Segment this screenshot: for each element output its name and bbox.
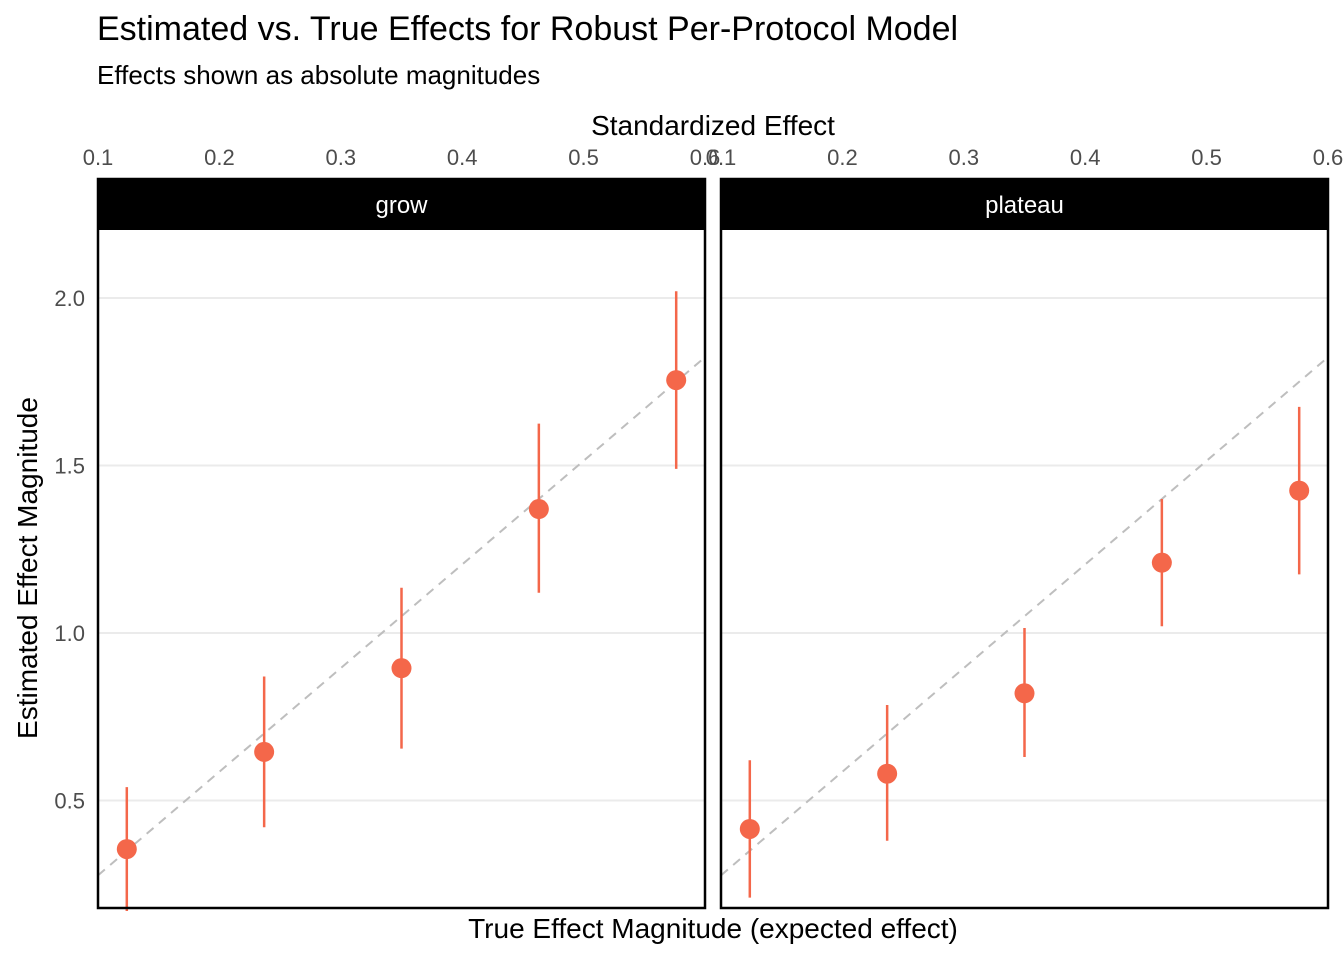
facet-strip-label: plateau (985, 192, 1064, 219)
chart-subtitle: Effects shown as absolute magnitudes (97, 60, 540, 90)
data-point (116, 839, 137, 860)
x2-tick-label: 0.2 (204, 145, 235, 170)
chart-title: Estimated vs. True Effects for Robust Pe… (97, 10, 958, 48)
y-tick-label: 2.0 (54, 286, 85, 311)
y-axis-ticks: 0.5 1.0 1.5 2.0 (54, 286, 85, 814)
x2-tick-label: 0.6 (1313, 145, 1344, 170)
y-tick-label: 1.0 (54, 621, 85, 646)
x2-tick-label: 0.2 (827, 145, 858, 170)
y-axis-title: Estimated Effect Magnitude (12, 397, 43, 739)
data-point (666, 370, 687, 391)
data-point (877, 763, 898, 784)
panels-layer: grow 0.1 0.2 0.3 0.4 0.5 0.6 plateau 0.1 0.2 0.3 0.… (83, 145, 1344, 912)
data-point (1151, 552, 1172, 573)
data-point (739, 818, 760, 839)
y-tick-label: 1.5 (54, 454, 85, 479)
reference-line (721, 356, 1328, 877)
x2-tick-label: 0.5 (1191, 145, 1222, 170)
data-point (528, 499, 549, 520)
panel-grow: grow 0.1 0.2 0.3 0.4 0.5 0.6 (83, 145, 721, 912)
x2-tick-label: 0.4 (447, 145, 478, 170)
panel-plateau: plateau 0.1 0.2 0.3 0.4 0.5 0.6 (706, 145, 1344, 910)
x2-tick-label: 0.6 (690, 145, 721, 170)
x-axis-title: True Effect Magnitude (expected effect) (468, 913, 958, 944)
facet-strip-label: grow (375, 192, 428, 219)
facet-strip (721, 179, 1328, 230)
y-tick-label: 0.5 (54, 789, 85, 814)
facet-strip (98, 179, 705, 230)
x2-tick-label: 0.3 (949, 145, 980, 170)
data-point (1014, 683, 1035, 704)
x2-tick-label: 0.1 (83, 145, 114, 170)
x2-tick-label: 0.4 (1070, 145, 1101, 170)
x2-tick-label: 0.1 (706, 145, 737, 170)
data-point (254, 741, 275, 762)
secondary-x-axis-title: Standardized Effect (591, 110, 835, 141)
data-point (1289, 480, 1310, 501)
reference-line (98, 356, 705, 877)
data-point (391, 658, 412, 679)
x2-tick-label: 0.3 (326, 145, 357, 170)
x2-tick-label: 0.5 (568, 145, 599, 170)
